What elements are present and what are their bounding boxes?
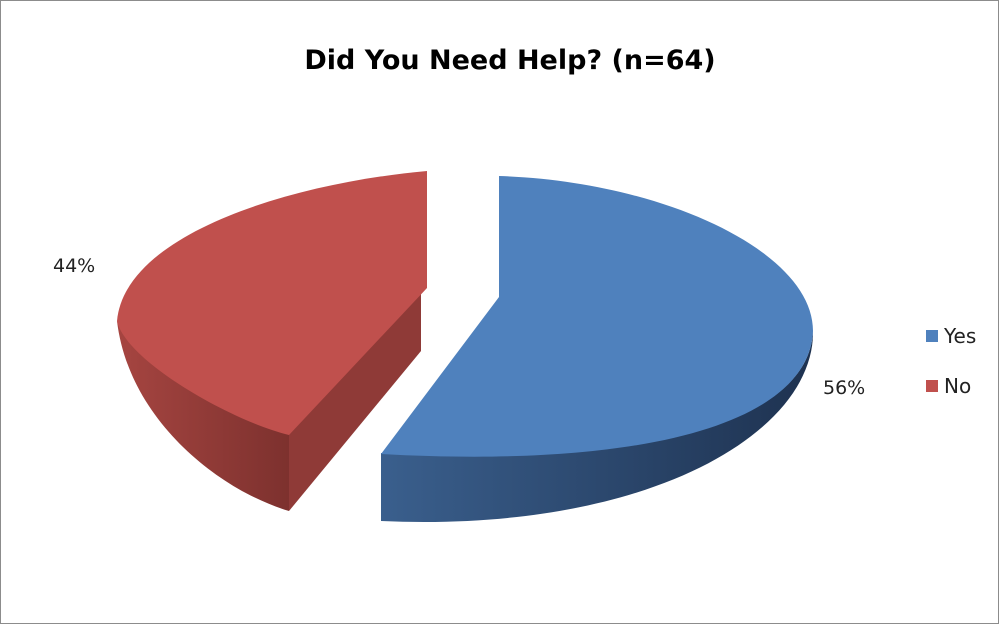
pie-slice-no	[117, 171, 427, 511]
chart-legend: Yes No	[926, 323, 976, 423]
legend-swatch-no	[926, 380, 938, 392]
pie-slice-yes-outer-side	[381, 331, 814, 522]
data-label-no: 44%	[53, 255, 95, 277]
pie-slice-no-top	[117, 171, 427, 435]
chart-title: Did You Need Help? (n=64)	[304, 45, 716, 76]
pie-slice-no-cut-side	[289, 271, 421, 511]
legend-label-yes: Yes	[944, 324, 977, 348]
pie-slice-yes-top	[381, 176, 813, 457]
legend-item-yes: Yes	[926, 323, 976, 349]
legend-label-no: No	[944, 374, 972, 398]
legend-swatch-yes	[926, 330, 938, 342]
data-label-yes: 56%	[823, 377, 865, 399]
legend-item-no: No	[926, 373, 976, 399]
pie-slice-yes	[381, 176, 814, 522]
